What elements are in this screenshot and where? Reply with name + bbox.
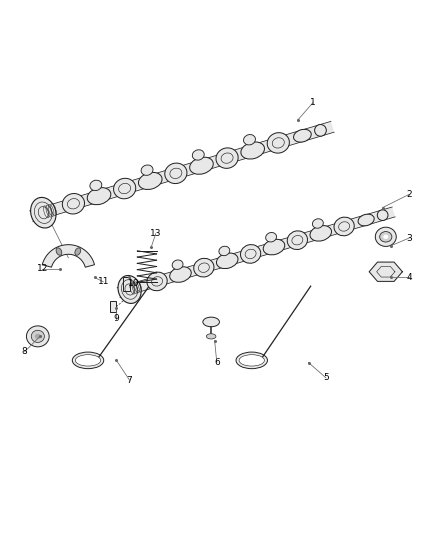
Ellipse shape	[190, 157, 213, 174]
Ellipse shape	[312, 219, 323, 228]
Ellipse shape	[56, 248, 62, 255]
Text: 7: 7	[127, 376, 132, 384]
Ellipse shape	[263, 239, 285, 255]
Polygon shape	[117, 207, 395, 297]
Ellipse shape	[206, 334, 216, 339]
Ellipse shape	[31, 197, 56, 228]
Bar	[110, 301, 117, 312]
Polygon shape	[369, 262, 403, 281]
Ellipse shape	[90, 180, 102, 191]
Ellipse shape	[72, 352, 104, 369]
Ellipse shape	[165, 163, 187, 183]
Ellipse shape	[203, 317, 219, 327]
Ellipse shape	[267, 133, 290, 153]
Ellipse shape	[35, 334, 41, 339]
Text: 13: 13	[150, 229, 162, 238]
Text: 11: 11	[98, 277, 109, 286]
Ellipse shape	[334, 217, 354, 236]
Ellipse shape	[170, 266, 191, 282]
Text: 6: 6	[214, 358, 220, 367]
Text: 3: 3	[406, 233, 412, 243]
Ellipse shape	[377, 210, 388, 221]
Ellipse shape	[375, 227, 396, 246]
Text: 8: 8	[22, 347, 28, 356]
Ellipse shape	[87, 188, 111, 205]
Ellipse shape	[383, 235, 389, 239]
Text: 2: 2	[406, 190, 412, 199]
Ellipse shape	[118, 276, 141, 303]
Polygon shape	[30, 122, 334, 222]
Ellipse shape	[244, 134, 255, 145]
Ellipse shape	[216, 253, 238, 269]
Ellipse shape	[75, 248, 81, 255]
Text: 5: 5	[323, 373, 329, 382]
Text: 4: 4	[406, 273, 412, 282]
Ellipse shape	[141, 165, 153, 175]
Ellipse shape	[239, 354, 265, 366]
Ellipse shape	[293, 130, 311, 142]
Ellipse shape	[62, 193, 85, 214]
Ellipse shape	[240, 245, 261, 263]
Text: 12: 12	[36, 264, 48, 273]
Ellipse shape	[26, 326, 49, 347]
Ellipse shape	[236, 352, 268, 369]
Ellipse shape	[380, 231, 392, 242]
Ellipse shape	[75, 354, 101, 366]
Ellipse shape	[314, 125, 326, 136]
Ellipse shape	[310, 225, 332, 241]
Text: 10: 10	[128, 279, 140, 288]
Ellipse shape	[266, 232, 276, 242]
Ellipse shape	[194, 259, 214, 277]
Ellipse shape	[219, 246, 230, 256]
Text: 1: 1	[310, 98, 316, 107]
FancyBboxPatch shape	[123, 277, 131, 290]
Text: 9: 9	[113, 314, 119, 324]
Ellipse shape	[172, 260, 183, 269]
Polygon shape	[42, 245, 95, 267]
Ellipse shape	[31, 330, 44, 343]
Ellipse shape	[138, 172, 162, 190]
Ellipse shape	[147, 272, 167, 290]
Ellipse shape	[287, 231, 307, 249]
Ellipse shape	[241, 142, 265, 159]
Ellipse shape	[113, 179, 136, 199]
Ellipse shape	[358, 214, 374, 226]
Ellipse shape	[192, 150, 204, 160]
Ellipse shape	[216, 148, 238, 168]
